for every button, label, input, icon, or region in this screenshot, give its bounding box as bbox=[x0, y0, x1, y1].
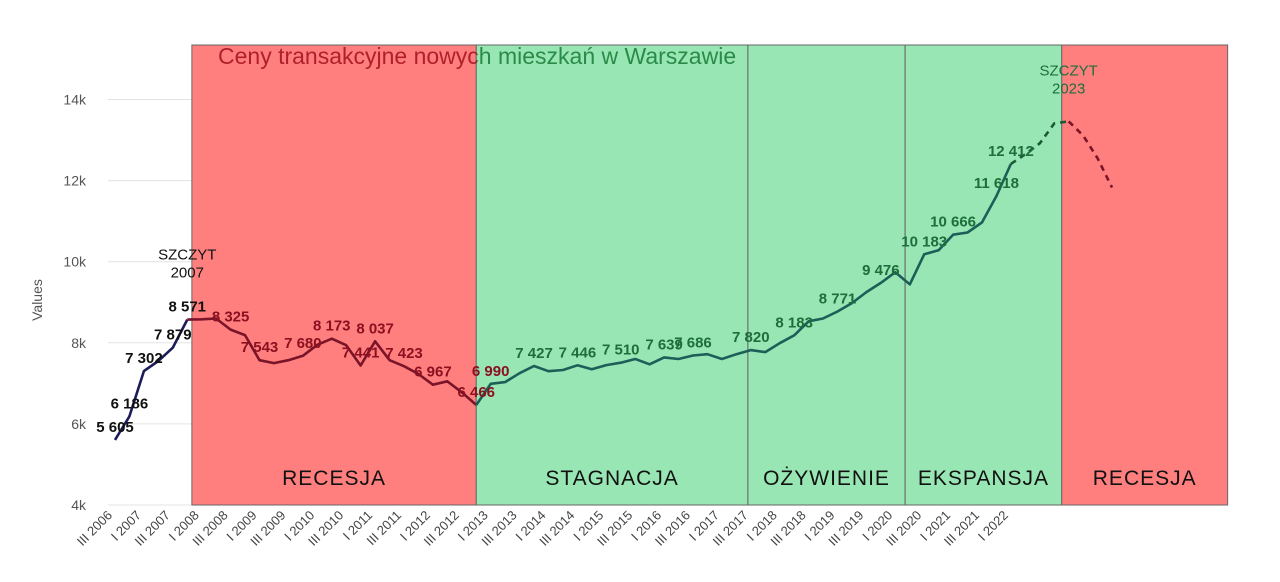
data-label: 5 605 bbox=[96, 419, 134, 436]
y-axis-ticks: 4k 6k 8k 10k 12k 14k bbox=[63, 92, 87, 514]
data-label: 8 183 bbox=[775, 314, 813, 331]
line-segment bbox=[187, 317, 478, 406]
data-label: 7 820 bbox=[732, 329, 770, 346]
data-label: 7 686 bbox=[674, 335, 712, 352]
data-label: 7 680 bbox=[284, 335, 322, 352]
data-label: 8 771 bbox=[819, 291, 857, 308]
peak-annotation-line2: 2023 bbox=[1052, 80, 1085, 97]
y-axis-label: Values bbox=[29, 279, 45, 321]
region-ekspansja bbox=[904, 44, 1063, 506]
data-label: 10 183 bbox=[901, 233, 947, 250]
peak-annotation-line2: 2007 bbox=[171, 265, 204, 282]
price-series bbox=[113, 120, 1114, 441]
region-ożywienie bbox=[747, 44, 906, 506]
data-label: 11 618 bbox=[974, 175, 1019, 192]
data-label: 7 543 bbox=[241, 339, 279, 356]
region-label: STAGNACJA bbox=[545, 467, 678, 490]
x-tick-label: I 2022 bbox=[975, 508, 1011, 544]
chart-title: Ceny transakcyjne nowych mieszkań w Wars… bbox=[218, 43, 736, 69]
data-label: 6 186 bbox=[111, 395, 149, 412]
forecast-line-segment bbox=[1010, 120, 1069, 165]
data-label: 8 173 bbox=[313, 318, 351, 335]
data-label: 6 466 bbox=[457, 384, 495, 401]
y-tick-label: 6k bbox=[71, 416, 87, 432]
y-tick-label: 14k bbox=[63, 92, 87, 108]
data-label: 7 879 bbox=[154, 327, 192, 344]
region-label: OŻYWIENIE bbox=[763, 467, 890, 490]
data-label: 7 441 bbox=[342, 344, 380, 361]
data-label: 7 446 bbox=[559, 344, 597, 361]
region-recesja bbox=[191, 44, 477, 506]
data-label: 8 037 bbox=[356, 320, 394, 337]
y-tick-label: 10k bbox=[63, 254, 87, 270]
data-label: 9 476 bbox=[862, 262, 900, 279]
data-label: 7 423 bbox=[385, 345, 423, 362]
data-label: 6 990 bbox=[472, 363, 510, 380]
data-label: 8 571 bbox=[168, 299, 206, 316]
line-segment bbox=[475, 163, 1013, 406]
data-label: 7 302 bbox=[125, 350, 163, 367]
y-tick-label: 8k bbox=[71, 335, 87, 351]
y-tick-label: 12k bbox=[63, 173, 87, 189]
data-label: 12 412 bbox=[988, 143, 1034, 160]
line-segment bbox=[113, 319, 189, 441]
data-label: 7 639 bbox=[645, 336, 683, 353]
peak-annotation-line1: SZCZYT bbox=[1040, 62, 1098, 79]
phase-regions: RECESJA STAGNACJA OŻYWIENIE EKSPANSJA RECESJ… bbox=[191, 44, 1229, 506]
data-label: 10 666 bbox=[930, 214, 976, 231]
y-tick-label: 4k bbox=[71, 497, 87, 513]
region-stagnacja bbox=[475, 44, 749, 506]
data-label: 8 325 bbox=[212, 309, 250, 326]
peak-annotation-line1: SZCZYT bbox=[158, 247, 216, 264]
data-label: 7 510 bbox=[602, 342, 640, 359]
region-label: RECESJA bbox=[1093, 467, 1197, 490]
data-label: 6 967 bbox=[414, 364, 452, 381]
region-label: EKSPANSJA bbox=[918, 467, 1049, 490]
x-tick-label: III 2006 bbox=[74, 508, 115, 549]
forecast-line-segment bbox=[1067, 120, 1114, 189]
data-label: 7 427 bbox=[515, 345, 553, 362]
data-labels: 5 605 6 186 7 302 7 879 8 571 8 325 7 543 7 680… bbox=[96, 143, 1034, 436]
region-recesja bbox=[1061, 44, 1229, 506]
region-label: RECESJA bbox=[282, 467, 386, 490]
